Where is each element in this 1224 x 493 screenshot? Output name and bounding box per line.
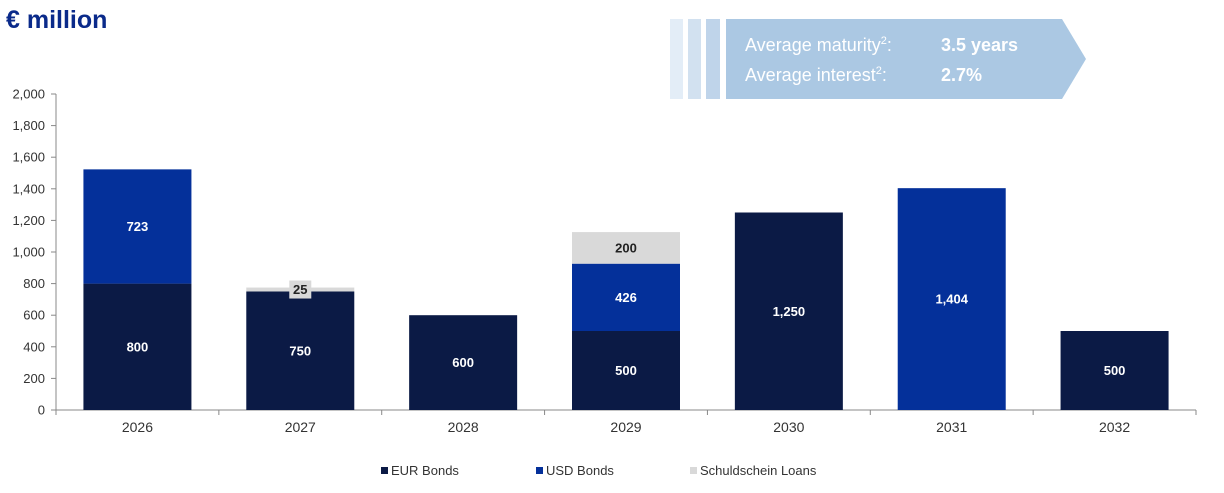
- y-tick-label: 1,000: [12, 245, 45, 260]
- bar-segment: [572, 331, 680, 410]
- x-tick-label: 2029: [610, 419, 641, 435]
- maturity-label: Average maturity: [745, 35, 881, 55]
- y-tick-label: 800: [23, 276, 45, 291]
- bar-segment: [572, 232, 680, 264]
- bar-segment: [572, 263, 680, 331]
- interest-label: Average interest: [745, 65, 876, 85]
- legend-swatch: [536, 467, 543, 474]
- x-tick-label: 2030: [773, 419, 804, 435]
- bar-segment: [83, 283, 192, 410]
- data-label: 500: [615, 363, 637, 378]
- x-tick-label: 2028: [448, 419, 479, 435]
- interest-line: Average interest2:: [745, 65, 887, 85]
- bar-segment: [246, 291, 355, 410]
- data-label: 426: [615, 290, 637, 305]
- maturity-value: 3.5 years: [941, 35, 1018, 55]
- data-label: 800: [127, 339, 149, 354]
- interest-colon: :: [882, 65, 887, 85]
- x-tick-label: 2026: [122, 419, 153, 435]
- data-label: 200: [615, 240, 637, 255]
- legend-label: Schuldschein Loans: [700, 463, 817, 478]
- data-label: 1,404: [935, 292, 968, 307]
- bar-segment: [1060, 331, 1169, 410]
- y-tick-label: 1,200: [12, 213, 45, 228]
- data-label: 750: [289, 343, 311, 358]
- maturity-sup: 2: [881, 35, 887, 47]
- interest-value: 2.7%: [941, 65, 982, 85]
- data-label: 1,250: [773, 304, 806, 319]
- bar-segment: [83, 169, 192, 284]
- bar-segment: [734, 212, 843, 410]
- kpi-arrow-box: [726, 19, 1086, 99]
- data-label: 500: [1104, 363, 1126, 378]
- y-tick-label: 1,600: [12, 150, 45, 165]
- y-tick-label: 600: [23, 308, 45, 323]
- x-tick-label: 2031: [936, 419, 967, 435]
- kpi-stripe-3: [706, 19, 720, 99]
- kpi-stripe-1: [670, 19, 683, 99]
- y-tick-label: 2,000: [12, 87, 45, 102]
- y-tick-label: 400: [23, 339, 45, 354]
- x-tick-label: 2032: [1099, 419, 1130, 435]
- interest-sup: 2: [876, 65, 882, 77]
- data-label: 723: [127, 219, 149, 234]
- x-tick-label: 2027: [285, 419, 316, 435]
- legend-label: USD Bonds: [546, 463, 614, 478]
- maturity-line: Average maturity2:: [745, 35, 892, 55]
- maturity-colon: :: [887, 35, 892, 55]
- y-tick-label: 0: [38, 403, 45, 418]
- bars: 800 723 750 25 600 500 426 200 1,250 1,404 500: [83, 169, 1169, 410]
- data-label: 25: [293, 282, 307, 297]
- legend-label: EUR Bonds: [391, 463, 459, 478]
- data-label-box: [289, 280, 312, 299]
- y-tick-label: 200: [23, 371, 45, 386]
- kpi-stripe-2: [688, 19, 701, 99]
- kpi-banner: Average maturity2: 3.5 years Average int…: [670, 19, 1086, 99]
- data-label: 600: [452, 355, 474, 370]
- legend-swatch: [690, 467, 697, 474]
- chart-title: € million: [6, 6, 108, 34]
- legend: EUR Bonds USD Bonds Schuldschein Loans: [381, 463, 817, 478]
- bar-segment: [409, 315, 518, 410]
- y-tick-label: 1,400: [12, 181, 45, 196]
- legend-swatch: [381, 467, 388, 474]
- y-tick-label: 1,800: [12, 118, 45, 133]
- bar-segment: [897, 188, 1006, 410]
